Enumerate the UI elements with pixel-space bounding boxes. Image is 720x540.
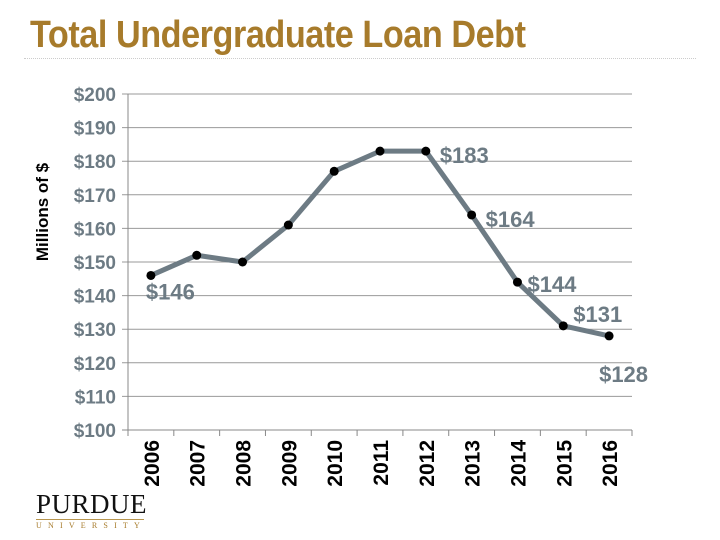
data-point	[558, 321, 568, 331]
data-point	[238, 257, 248, 267]
purdue-logo: PURDUE UNIVERSITY	[36, 490, 147, 530]
title-divider	[24, 58, 696, 59]
data-point	[146, 270, 156, 280]
logo-divider	[36, 519, 144, 520]
x-tick-label: 2007	[187, 440, 210, 487]
data-point	[467, 210, 477, 220]
data-point	[329, 166, 339, 176]
y-tick-label: $130	[74, 320, 116, 341]
y-tick-label: $160	[74, 219, 116, 240]
x-tick-label: 2006	[141, 440, 164, 487]
chart-title: Total Undergraduate Loan Debt	[30, 14, 526, 56]
x-tick-label: 2011	[370, 440, 393, 486]
data-label: $183	[440, 143, 489, 168]
series-line	[149, 148, 610, 339]
x-tick-label: 2012	[416, 440, 439, 487]
data-point	[375, 146, 385, 156]
x-tick-label: 2008	[233, 440, 256, 487]
x-tick-label: 2010	[324, 440, 347, 487]
y-tick-label: $150	[74, 253, 116, 274]
x-tick-label: 2016	[599, 440, 622, 487]
y-tick-label: $100	[74, 421, 116, 442]
x-tick-label: 2015	[553, 440, 576, 487]
data-point	[512, 277, 522, 287]
y-tick-label: $180	[74, 152, 116, 173]
y-tick-label: $120	[74, 354, 116, 375]
data-point	[421, 146, 431, 156]
data-label: $164	[486, 207, 536, 232]
data-label: $128	[599, 362, 648, 387]
x-tick-label: 2013	[462, 440, 485, 487]
x-tick-label: 2014	[507, 440, 530, 487]
logo-name: PURDUE	[36, 489, 148, 519]
data-label: $131	[573, 302, 622, 327]
y-tick-label: $190	[74, 119, 116, 140]
data-point	[283, 220, 293, 230]
x-tick-label: 2009	[278, 440, 301, 487]
data-label: $144	[527, 272, 577, 297]
data-point	[192, 250, 202, 260]
y-tick-label: $170	[74, 186, 116, 207]
y-axis-label: Millions of $	[33, 162, 52, 261]
data-label: $146	[146, 279, 195, 304]
data-point	[604, 331, 614, 341]
y-tick-label: $140	[74, 287, 116, 308]
logo-sub: UNIVERSITY	[36, 521, 146, 530]
y-tick-label: $200	[74, 85, 116, 106]
y-tick-label: $110	[75, 387, 116, 408]
